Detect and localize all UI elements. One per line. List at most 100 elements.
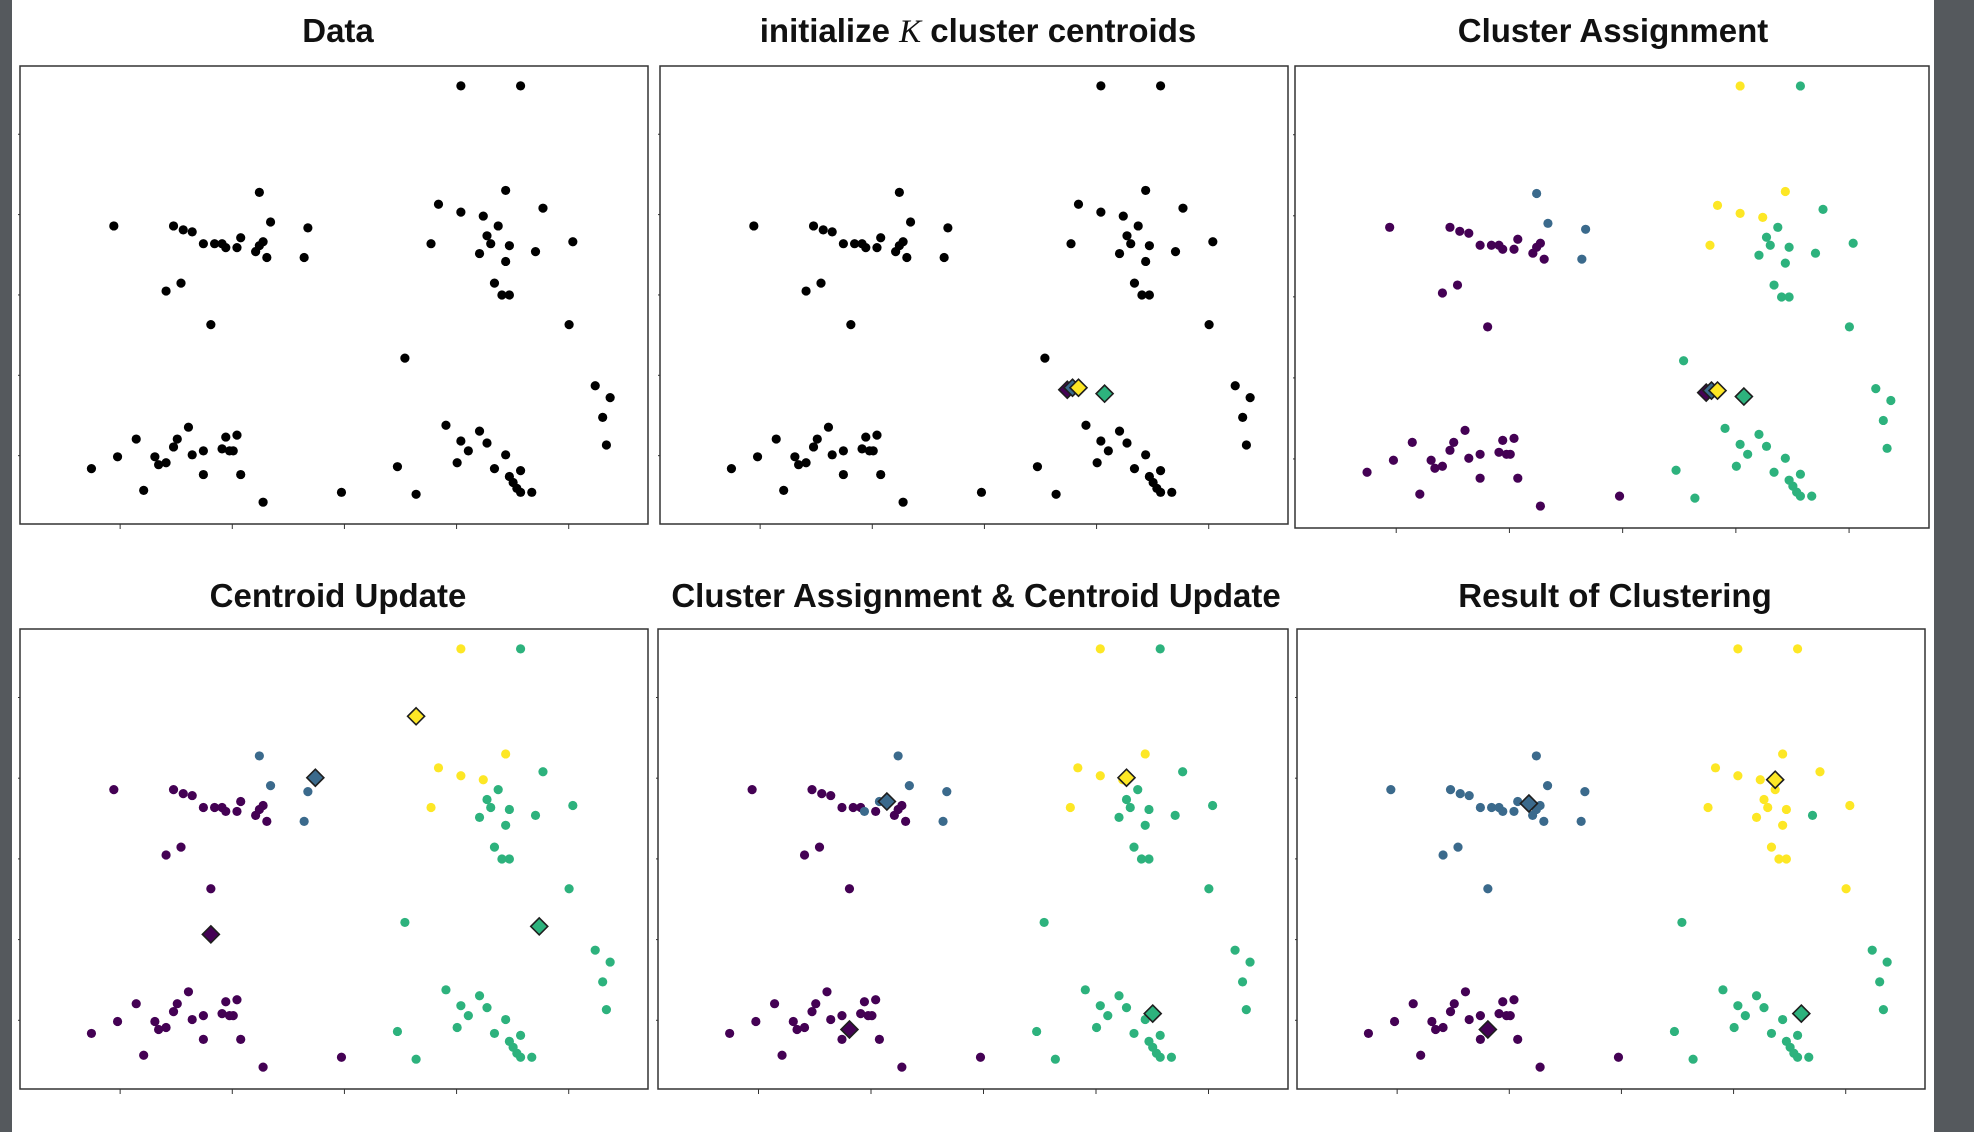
- centroid-diamond: [406, 706, 426, 726]
- data-point: [1705, 240, 1715, 250]
- data-point: [826, 1014, 836, 1025]
- data-point: [474, 812, 485, 822]
- data-point: [856, 1009, 866, 1019]
- data-point: [1103, 446, 1113, 456]
- plot-frame: [19, 628, 649, 1090]
- data-point: [303, 223, 313, 233]
- data-point: [1765, 240, 1775, 250]
- data-point: [1509, 244, 1519, 254]
- data-point: [1669, 1026, 1680, 1037]
- data-point: [150, 1016, 160, 1027]
- data-point: [478, 211, 488, 221]
- data-point: [942, 787, 952, 797]
- data-point: [1445, 222, 1455, 232]
- data-point: [818, 225, 828, 235]
- data-point: [1718, 985, 1728, 995]
- data-point: [1810, 248, 1821, 258]
- data-point: [538, 203, 548, 213]
- data-point: [1438, 850, 1448, 860]
- centroid-diamond: [1068, 378, 1089, 398]
- data-point: [221, 806, 231, 817]
- panel-title-part: K: [899, 14, 922, 50]
- data-point: [837, 802, 847, 813]
- data-point: [822, 987, 832, 997]
- data-point: [1498, 244, 1508, 254]
- data-point: [1170, 246, 1181, 257]
- data-point: [1731, 461, 1741, 471]
- data-point: [198, 1010, 208, 1021]
- data-point: [1532, 188, 1542, 199]
- left-frame-border: [0, 0, 12, 1132]
- right-frame-border: [1934, 0, 1974, 1132]
- data-point: [1542, 781, 1553, 791]
- data-point: [943, 223, 953, 233]
- data-point: [1733, 771, 1743, 781]
- data-point: [1735, 81, 1745, 91]
- data-point: [1445, 445, 1455, 455]
- data-point: [1807, 810, 1818, 820]
- data-point: [811, 999, 821, 1009]
- data-point: [86, 464, 97, 474]
- data-point: [1362, 467, 1372, 477]
- data-point: [590, 381, 600, 391]
- data-point: [1065, 802, 1075, 813]
- data-point: [161, 458, 171, 468]
- data-point: [456, 207, 466, 217]
- data-point: [751, 1016, 761, 1027]
- data-point: [859, 997, 870, 1007]
- data-point: [493, 221, 503, 231]
- data-point: [1455, 226, 1465, 236]
- data-point: [1144, 804, 1154, 815]
- data-point: [254, 241, 264, 251]
- data-point: [1096, 436, 1106, 446]
- data-point: [1498, 435, 1508, 445]
- data-point: [939, 252, 949, 263]
- data-point: [1780, 186, 1790, 197]
- data-point: [1129, 278, 1140, 288]
- data-point: [779, 485, 789, 495]
- data-point: [86, 1028, 97, 1039]
- centroid-diamond: [1707, 380, 1728, 401]
- data-point: [489, 842, 500, 852]
- data-point: [1431, 1024, 1441, 1035]
- scatter-panel-5: Cluster Assignment & Centroid Update: [656, 565, 1296, 1095]
- data-point: [905, 217, 916, 227]
- data-point: [1204, 319, 1214, 330]
- data-point: [777, 1050, 787, 1060]
- data-point: [1095, 1001, 1105, 1011]
- data-point: [872, 243, 882, 253]
- data-point: [478, 775, 488, 785]
- data-point: [801, 458, 811, 468]
- data-point: [1103, 1010, 1113, 1021]
- data-point: [1167, 487, 1177, 497]
- panel-title: Data: [302, 12, 374, 49]
- data-point: [1475, 802, 1485, 813]
- data-point: [1761, 232, 1772, 242]
- data-point: [336, 487, 347, 497]
- data-point: [1792, 1052, 1803, 1062]
- data-point: [1460, 987, 1471, 997]
- data-point: [217, 444, 227, 454]
- data-point: [198, 1034, 208, 1044]
- data-point: [176, 842, 186, 852]
- centroid-diamond: [1143, 1003, 1163, 1024]
- scatter-plot: [656, 628, 1289, 1094]
- data-point: [1416, 1050, 1426, 1060]
- data-point: [400, 917, 410, 928]
- data-point: [515, 487, 526, 497]
- data-point: [1513, 234, 1523, 244]
- data-point: [1509, 806, 1519, 817]
- data-point: [187, 1014, 197, 1025]
- panel-title-part: cluster centroids: [921, 12, 1197, 49]
- data-point: [265, 217, 276, 227]
- plot-frame: [657, 628, 1289, 1090]
- data-point: [489, 278, 500, 288]
- data-point: [1535, 1062, 1545, 1072]
- data-point: [1122, 231, 1132, 241]
- centroid-diamond: [1791, 1003, 1811, 1024]
- data-point: [131, 999, 141, 1009]
- data-point: [902, 252, 912, 263]
- data-point: [1114, 426, 1125, 436]
- data-point: [474, 426, 485, 436]
- data-point: [1576, 816, 1586, 826]
